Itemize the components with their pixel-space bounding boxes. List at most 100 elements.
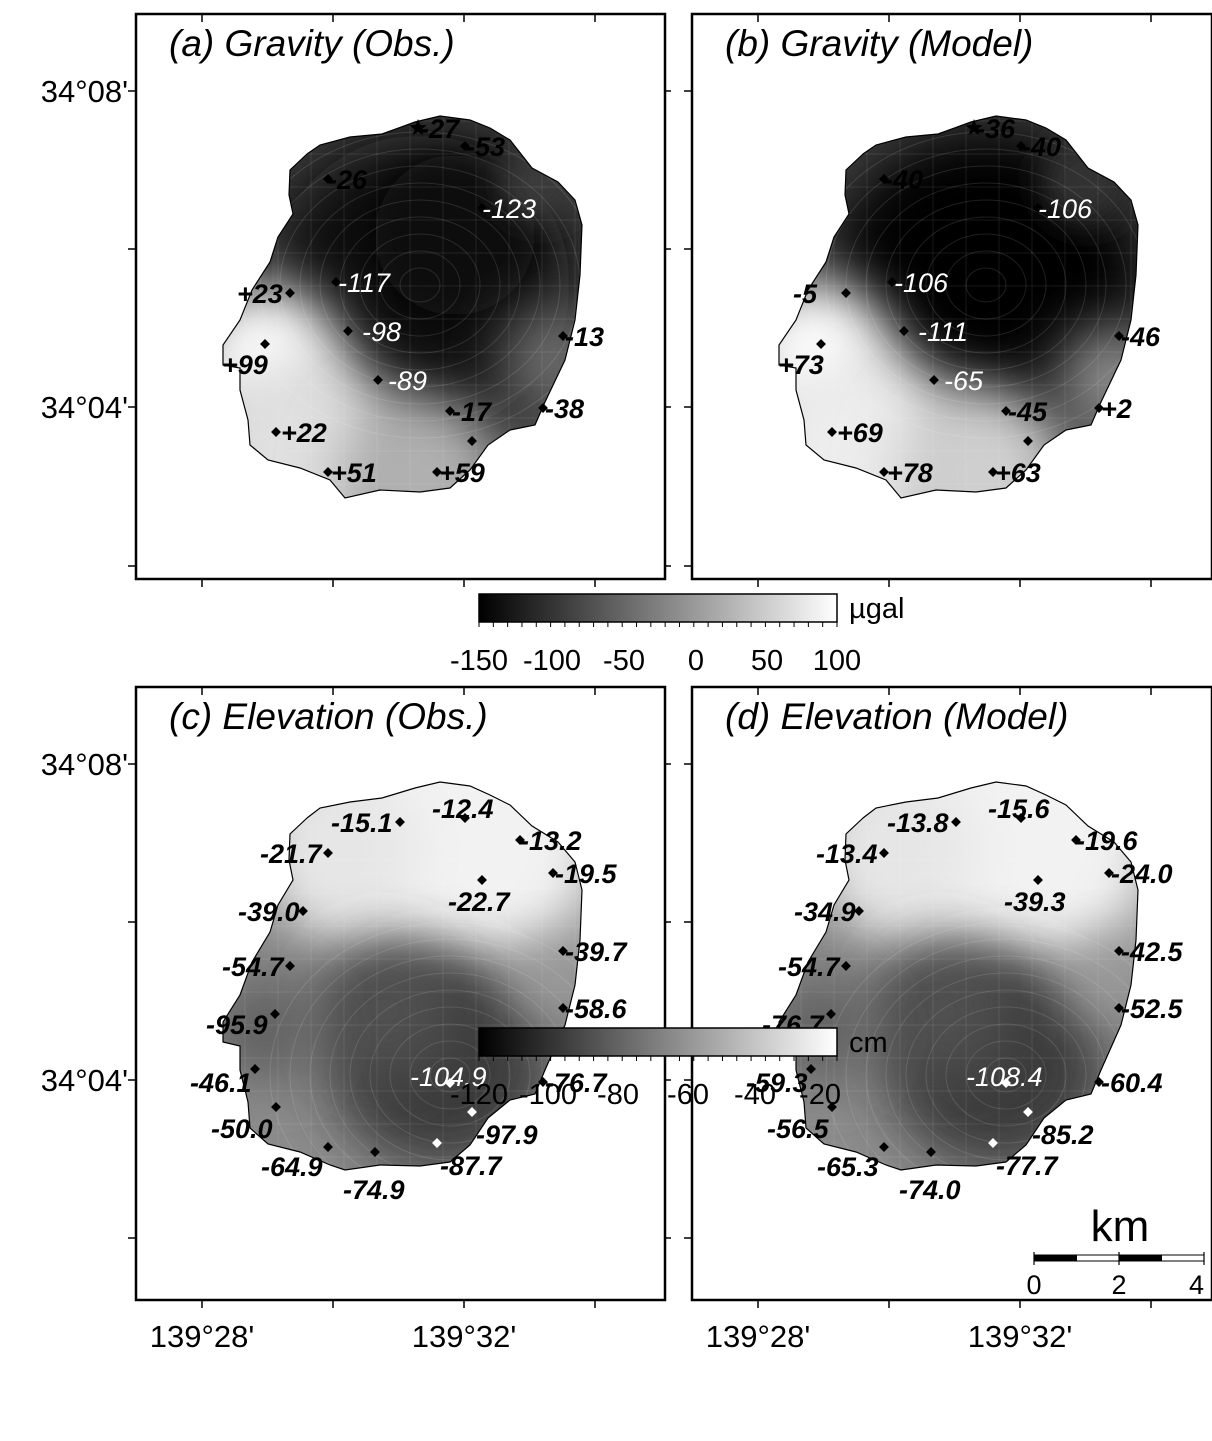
station-value-label: -13 <box>565 322 604 352</box>
station-value-label: -111 <box>918 317 968 347</box>
station-value-label: -54.7 <box>778 952 842 982</box>
station-value-label: +73 <box>778 350 824 380</box>
colorbar-tick-label: -80 <box>597 1079 639 1111</box>
station-marker <box>558 1003 568 1013</box>
coastline-b <box>778 115 1139 499</box>
colorbar-tick-label: -100 <box>523 645 581 677</box>
latitude-label: 34°08' <box>41 74 128 109</box>
longitude-label: 139°32' <box>968 1319 1073 1354</box>
panel-title: (d) Elevation (Model) <box>725 696 1068 737</box>
panel-title: (c) Elevation (Obs.) <box>169 696 488 737</box>
station-marker <box>806 1064 816 1074</box>
station-value-label: -97.9 <box>476 1120 538 1150</box>
scale-bar-tick: 4 <box>1189 1270 1204 1300</box>
station-marker <box>1094 403 1104 413</box>
station-value-label: -15.1 <box>331 808 393 838</box>
station-value-label: -59.3 <box>746 1068 808 1098</box>
colorbar-unit: µgal <box>849 593 904 625</box>
station-marker <box>1114 331 1124 341</box>
station-marker <box>331 277 341 287</box>
station-value-label: -36 <box>976 114 1016 144</box>
station-marker <box>285 288 295 298</box>
station-value-label: -87.7 <box>440 1151 504 1181</box>
panel-title: (b) Gravity (Model) <box>725 23 1033 64</box>
colorbar-tick-label: -100 <box>519 1079 577 1111</box>
station-value-label: -21.7 <box>260 839 324 869</box>
station-value-label: -56.5 <box>767 1114 830 1144</box>
station-marker <box>271 1102 281 1112</box>
scale-bar-tick: 0 <box>1026 1270 1041 1300</box>
station-marker <box>826 1009 836 1019</box>
station-marker <box>460 141 470 151</box>
panel-frame-b <box>690 12 1212 581</box>
station-marker <box>1001 406 1011 416</box>
station-value-label: -85.2 <box>1032 1120 1094 1150</box>
station-marker <box>558 946 568 956</box>
station-marker <box>477 203 487 213</box>
panel-frame-a <box>134 12 667 581</box>
axes: 34°08' 34°04' 34°08' 34°04' 139°28' 139°32' 13… <box>41 74 1073 1354</box>
station-value-label: -104.9 <box>410 1062 487 1092</box>
station-value-label: +78 <box>887 458 933 488</box>
station-marker <box>816 339 826 349</box>
panel-b: -36-40-40-106-5 -106-111 -46+73-65-45 +2+69… <box>684 12 1212 587</box>
colorbar-tick-label: 50 <box>751 645 783 677</box>
station-value-label: -34.9 <box>794 897 856 927</box>
panel-c: -15.1 -12.4 -13.2 -21.7 -19.5 -22.7 -39.0 -39.7… <box>128 685 671 1308</box>
station-marker <box>1001 1078 1011 1088</box>
station-marker <box>827 1102 837 1112</box>
station-value-label: -60.4 <box>1101 1068 1163 1098</box>
station-value-label: -38 <box>545 394 584 424</box>
station-value-label: -12.4 <box>432 794 494 824</box>
station-value-label: -39.7 <box>565 937 629 967</box>
station-marker <box>260 339 270 349</box>
station-value-label: -108.4 <box>966 1062 1043 1092</box>
station-value-label: -19.6 <box>1076 826 1139 856</box>
station-marker <box>477 875 487 885</box>
colorbar-gravity: -150 -100 -50 0 50 100 µgal <box>450 593 904 677</box>
coastline-c <box>222 781 583 1171</box>
station-marker <box>548 868 558 878</box>
station-marker <box>879 174 889 184</box>
station-value-label: -65 <box>944 366 984 396</box>
station-marker <box>538 403 548 413</box>
station-marker <box>445 406 455 416</box>
station-marker <box>395 817 405 827</box>
station-value-label: -17 <box>452 397 493 427</box>
station-value-label: +22 <box>281 418 327 448</box>
station-marker-star <box>409 119 427 136</box>
station-marker <box>285 961 295 971</box>
station-marker <box>1033 875 1043 885</box>
station-value-label: -98 <box>362 317 401 347</box>
station-value-label: -58.6 <box>565 994 628 1024</box>
panel-d: -13.8 -15.6 -19.6 -13.4 -24.0 -39.3 -34.9 -42.5… <box>684 685 1212 1308</box>
longitude-label: 139°28' <box>150 1319 255 1354</box>
station-marker <box>298 906 308 916</box>
station-value-label: -74.9 <box>343 1175 405 1205</box>
station-marker <box>271 427 281 437</box>
station-marker <box>854 906 864 916</box>
coastline-a <box>222 115 583 499</box>
colorbar-tick-label: -50 <box>603 645 645 677</box>
station-marker <box>988 467 998 477</box>
colorbar-tick-label: -40 <box>734 1079 776 1111</box>
station-value-label: -24.0 <box>1111 859 1173 889</box>
latitude-label: 34°04' <box>41 1063 128 1098</box>
station-marker <box>899 326 909 336</box>
station-marker <box>432 467 442 477</box>
latitude-label: 34°08' <box>41 747 128 782</box>
station-marker <box>879 848 889 858</box>
station-value-label: -74.0 <box>899 1175 961 1205</box>
station-marker <box>467 1107 477 1117</box>
station-value-label: -106 <box>1038 194 1093 224</box>
colorbars: -150 -100 -50 0 50 100 µgal -120 -100 -80 -60 -40 -2… <box>450 593 904 1111</box>
station-marker <box>1094 1077 1104 1087</box>
station-marker <box>951 817 961 827</box>
station-marker <box>929 375 939 385</box>
station-value-label: -39.0 <box>238 897 300 927</box>
station-marker <box>1104 868 1114 878</box>
station-value-label: -45 <box>1008 397 1048 427</box>
station-value-label: -123 <box>482 194 536 224</box>
station-value-label: -54.7 <box>222 952 286 982</box>
